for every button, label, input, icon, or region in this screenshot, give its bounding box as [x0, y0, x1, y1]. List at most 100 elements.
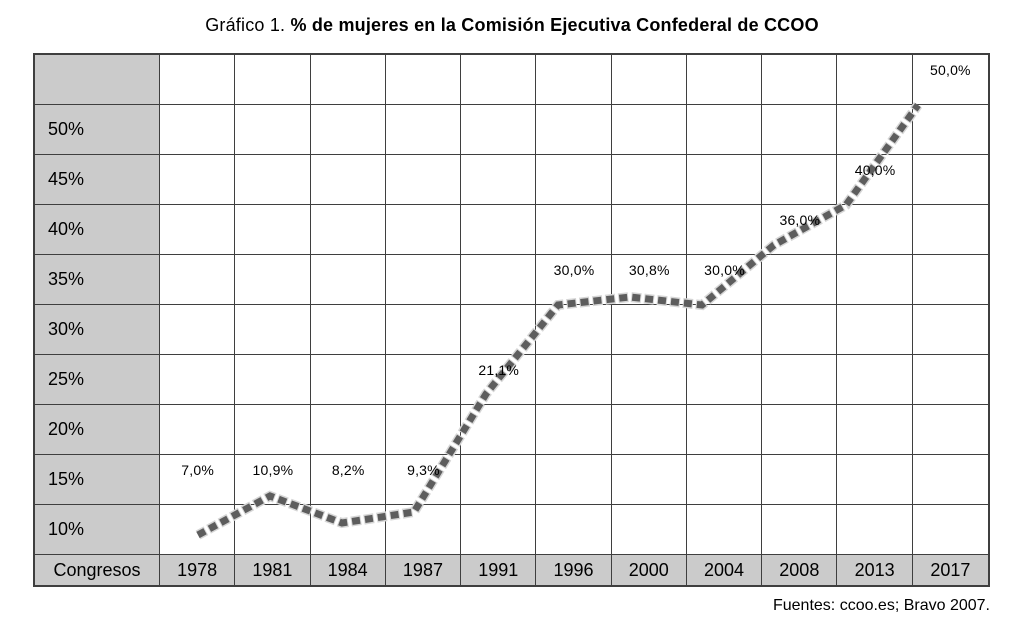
grid-cell: [385, 355, 462, 405]
grid-cell: [160, 105, 236, 155]
grid-cell: [837, 405, 913, 455]
grid-cell: [762, 455, 838, 505]
x-axis-tick: 1996: [536, 555, 612, 585]
grid-cell: [536, 405, 612, 455]
grid-cell: [536, 55, 612, 105]
y-axis-label: 50%: [35, 105, 160, 155]
grid-cell: [611, 55, 687, 105]
grid-cell: [235, 255, 311, 305]
grid-cell: [461, 105, 537, 155]
grid-cell: [310, 255, 386, 305]
grid-cell: [385, 405, 462, 455]
grid-cell: [461, 455, 537, 505]
grid-cell: [385, 305, 462, 355]
grid-cell: [160, 305, 236, 355]
grid-cell: [837, 305, 913, 355]
grid-cell: [461, 255, 537, 305]
grid-cell: [461, 305, 537, 355]
grid-cell: [310, 405, 386, 455]
x-axis-tick: 2008: [762, 555, 838, 585]
grid-cell: [536, 505, 612, 555]
grid-cell: [235, 305, 311, 355]
grid-cell: [686, 455, 763, 505]
grid-cell: [385, 205, 462, 255]
grid-cell: [611, 355, 687, 405]
grid-cell: [837, 55, 913, 105]
point-label: 8,2%: [331, 462, 365, 478]
grid-cell: [912, 105, 988, 155]
grid-cell: [235, 55, 311, 105]
grid-cell: [536, 205, 612, 255]
grid-cell: [611, 505, 687, 555]
grid-cell: [611, 405, 687, 455]
grid-cell: [912, 205, 988, 255]
grid-cell: [912, 505, 988, 555]
grid-cell: [686, 355, 763, 405]
y-axis-label: 45%: [35, 155, 160, 205]
grid-cell: [536, 455, 612, 505]
grid-cell: [235, 155, 311, 205]
grid-cell: [160, 405, 236, 455]
x-axis-tick: 1981: [235, 555, 311, 585]
grid-cell: [912, 455, 988, 505]
y-axis-label: 25%: [35, 355, 160, 405]
grid-cell: [837, 355, 913, 405]
grid-cell: [310, 505, 386, 555]
grid-cell: [837, 105, 913, 155]
grid-cell: [536, 105, 612, 155]
point-label: 40,0%: [854, 162, 896, 178]
grid-cell: [837, 255, 913, 305]
grid-cell: [536, 155, 612, 205]
grid-cell: [160, 255, 236, 305]
point-label: 30,0%: [553, 262, 595, 278]
grid-cell: [686, 505, 763, 555]
x-axis-tick: 2000: [611, 555, 687, 585]
grid-cell: [611, 105, 687, 155]
y-axis-label: 35%: [35, 255, 160, 305]
grid-cell: [912, 405, 988, 455]
grid-cell: [160, 155, 236, 205]
x-axis-tick: 1978: [160, 555, 236, 585]
grid-cell: [160, 55, 236, 105]
grid-cell: [235, 505, 311, 555]
grid-cell: [461, 55, 537, 105]
grid-cell: [461, 505, 537, 555]
grid-cell: [235, 405, 311, 455]
grid-cell: [461, 405, 537, 455]
grid-cell: [837, 455, 913, 505]
grid-cell: [310, 305, 386, 355]
grid-cell: [837, 505, 913, 555]
grid-cell: [762, 155, 838, 205]
point-label: 30,8%: [628, 262, 670, 278]
grid-cell: [686, 405, 763, 455]
chart-title-main: % de mujeres en la Comisión Ejecutiva Co…: [290, 15, 819, 35]
grid-cell: [762, 405, 838, 455]
grid-cell: [762, 255, 838, 305]
grid-cell: [385, 105, 462, 155]
grid-cell: [385, 155, 462, 205]
grid-cell: [235, 355, 311, 405]
x-axis-tick: 1991: [461, 555, 537, 585]
grid-cell: [762, 55, 838, 105]
grid-cell: [686, 105, 763, 155]
x-axis-header: Congresos: [35, 555, 160, 585]
point-label: 21,1%: [478, 362, 520, 378]
grid-cell: [686, 305, 763, 355]
source-note: Fuentes: ccoo.es; Bravo 2007.: [772, 597, 990, 614]
grid-cell: [912, 255, 988, 305]
grid-cell: [310, 55, 386, 105]
y-axis-label: 20%: [35, 405, 160, 455]
grid-cell: [912, 155, 988, 205]
point-label: 7,0%: [181, 462, 214, 478]
grid-cell: [160, 355, 236, 405]
grid-cell: [235, 105, 311, 155]
grid-cell: [912, 355, 988, 405]
grid-cell: [310, 105, 386, 155]
x-axis-tick: 2017: [912, 555, 988, 585]
point-label: 30,0%: [704, 262, 745, 278]
y-axis-label: 15%: [35, 455, 160, 505]
grid-cell: [461, 155, 537, 205]
y-axis-label: 10%: [35, 505, 160, 555]
grid-cell: [385, 505, 462, 555]
